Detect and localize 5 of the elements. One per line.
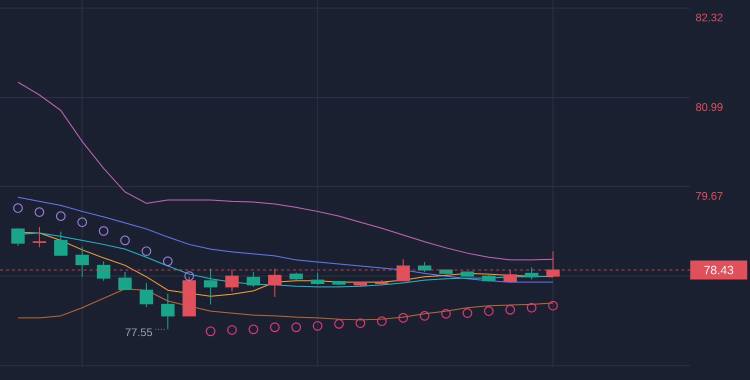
y-tick-label: 79.67 — [696, 192, 722, 200]
ref-line-label: 78.43 — [704, 266, 734, 274]
y-tick-label: 80.99 — [696, 103, 723, 111]
annotation: 77.55 — [126, 328, 152, 336]
y-tick-label: 82.32 — [696, 14, 722, 22]
